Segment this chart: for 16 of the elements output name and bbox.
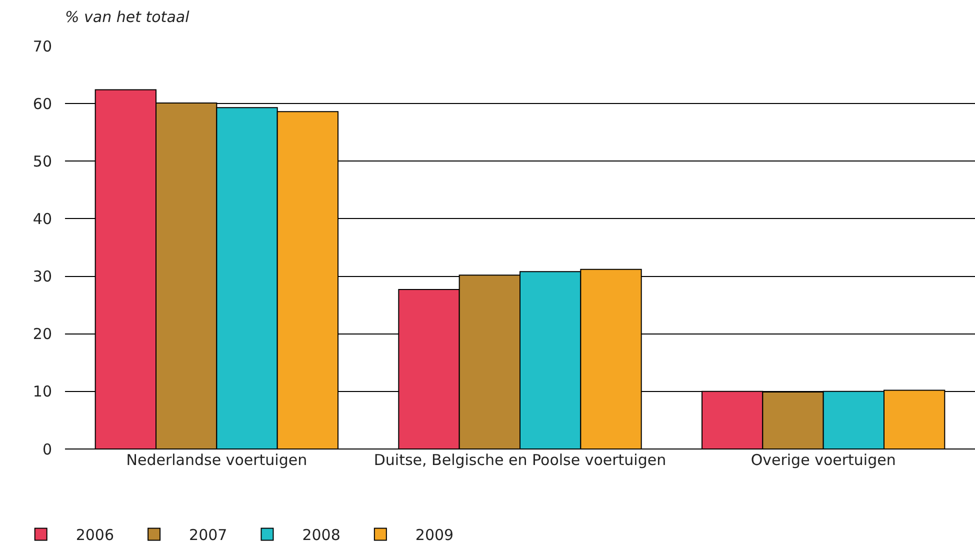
legend-label: 2006 — [76, 526, 114, 544]
legend-label: 2009 — [415, 526, 454, 544]
y-tick-label: 40 — [32, 210, 52, 228]
x-tick-label: Overige voertuigen — [750, 451, 896, 469]
y-tick-label: 30 — [32, 268, 52, 286]
x-tick-label: Duitse, Belgische en Poolse voertuigen — [374, 451, 666, 469]
x-tick-label: Nederlandse voertuigen — [126, 451, 308, 469]
y-tick-label: 70 — [32, 37, 52, 56]
legend-label: 2008 — [302, 526, 340, 544]
y-tick-label: 10 — [32, 382, 52, 401]
legend-label: 2007 — [189, 526, 228, 544]
y-axis-title: % van het totaal — [65, 8, 190, 26]
y-tick-label: 60 — [32, 94, 52, 113]
y-tick-label: 0 — [42, 440, 52, 458]
y-tick-label: 20 — [32, 325, 52, 344]
y-tick-label: 50 — [32, 152, 52, 170]
